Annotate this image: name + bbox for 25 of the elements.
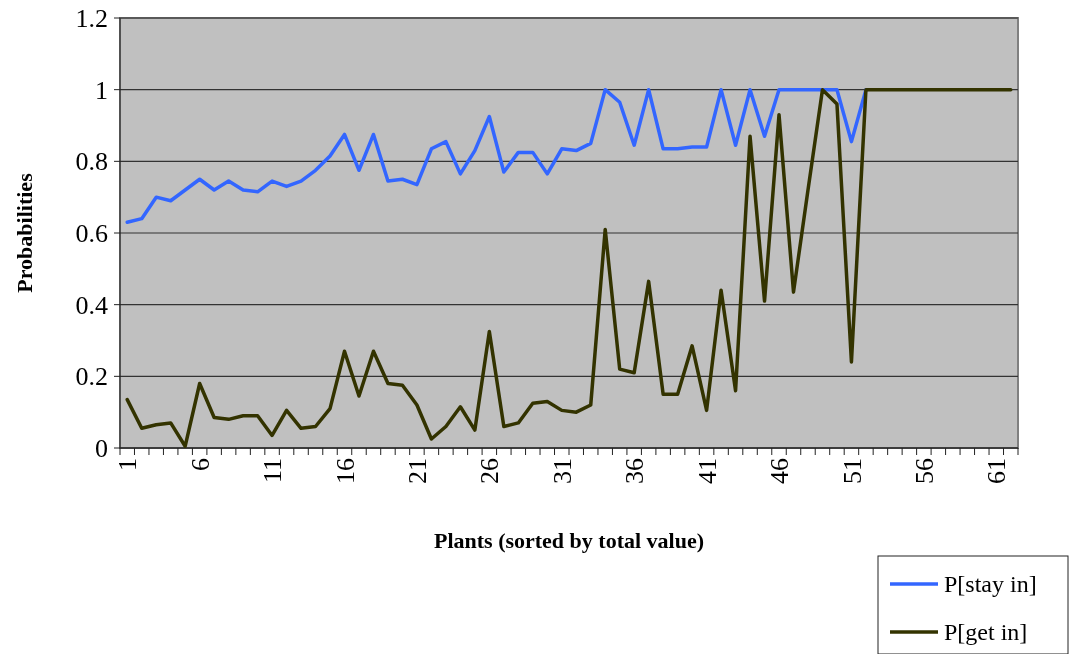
x-tick-label: 61 <box>982 458 1012 484</box>
y-tick-label: 0.2 <box>75 362 108 392</box>
line-series <box>125 87 1013 448</box>
y-tick-label: 0 <box>95 434 108 464</box>
legend-label: P[stay in] <box>944 571 1037 598</box>
x-tick-label: 16 <box>330 458 360 484</box>
y-tick-label: 0.6 <box>75 219 108 249</box>
x-tick-label: 11 <box>258 458 288 484</box>
y-tick-label: 1.2 <box>75 4 108 34</box>
y-axis-title: Probabilities <box>12 172 37 293</box>
x-tick-label: 36 <box>620 458 650 484</box>
x-tick-label: 6 <box>185 458 215 471</box>
x-tick-label: 26 <box>475 458 505 484</box>
legend-label: P[get in] <box>944 619 1028 646</box>
y-tick-label: 1 <box>95 75 108 105</box>
y-tick-label: 0.8 <box>75 147 108 177</box>
x-tick-label: 56 <box>909 458 939 484</box>
x-tick-label: 51 <box>837 458 867 484</box>
x-axis-title: Plants (sorted by total value) <box>433 528 705 553</box>
y-tick-label: 0.4 <box>75 290 108 320</box>
x-tick-label: 41 <box>692 458 722 484</box>
x-tick-label: 21 <box>403 458 433 484</box>
x-tick-label: 46 <box>765 458 795 484</box>
x-tick-label: 1 <box>113 458 143 471</box>
x-tick-label: 31 <box>547 458 577 484</box>
